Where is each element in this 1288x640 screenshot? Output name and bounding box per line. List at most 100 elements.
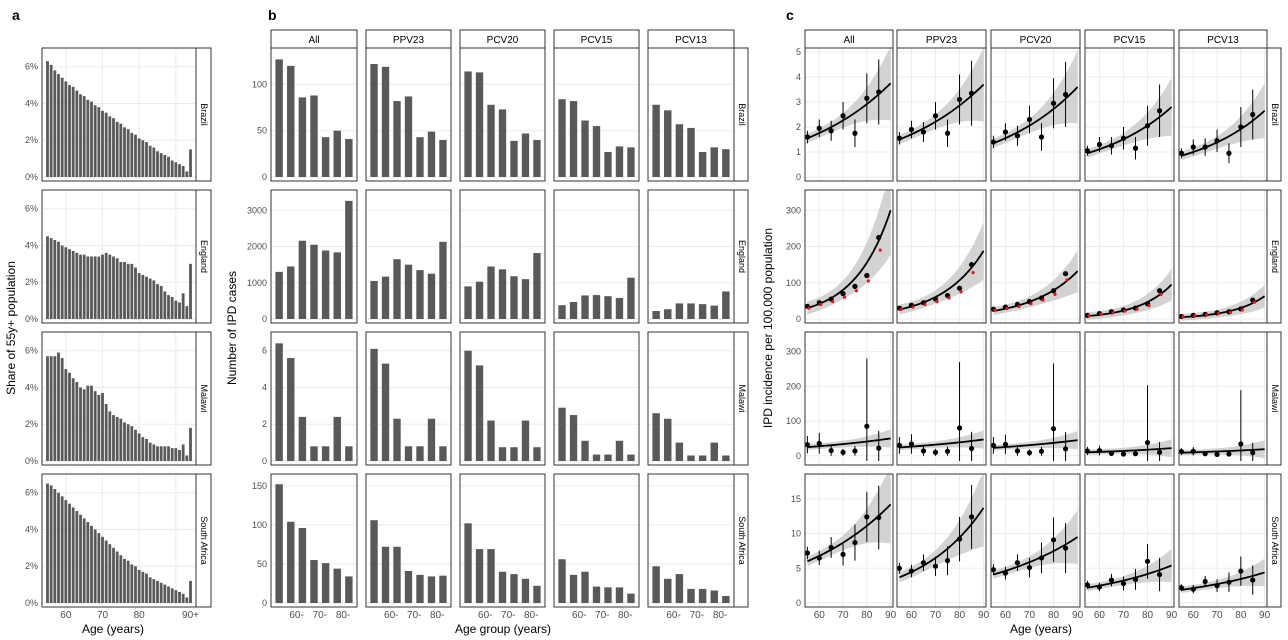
- x-tick-label: 60: [1000, 610, 1012, 621]
- data-point: [1156, 288, 1163, 294]
- data-point: [1226, 451, 1232, 457]
- bar: [79, 387, 82, 461]
- strip: [733, 331, 749, 466]
- data-point: [1120, 135, 1127, 141]
- data-point: [1062, 91, 1069, 98]
- bar: [93, 105, 97, 177]
- data-point: [956, 536, 963, 542]
- bar: [652, 566, 660, 603]
- data-point: [1002, 441, 1009, 447]
- bar: [722, 149, 730, 177]
- bar: [137, 138, 141, 177]
- bar: [148, 145, 152, 177]
- bar: [79, 94, 82, 177]
- bar: [178, 164, 181, 177]
- adjusted-point: [1065, 278, 1069, 282]
- bar: [141, 274, 145, 319]
- bar: [698, 304, 707, 319]
- bar: [664, 110, 672, 177]
- data-point: [852, 130, 858, 136]
- bar: [370, 64, 378, 177]
- bar: [604, 454, 612, 461]
- bar: [181, 444, 185, 461]
- bar: [75, 252, 79, 319]
- bar: [675, 124, 684, 177]
- plot-border: [896, 47, 987, 182]
- adjusted-point: [1181, 315, 1185, 319]
- bar: [181, 593, 185, 603]
- bar: [664, 418, 672, 461]
- bar: [82, 96, 86, 177]
- bar: [82, 389, 86, 461]
- panel-b-plots: All PPV23 PCV20 PCV15 PCV13050100Brazil01000…: [247, 29, 749, 621]
- adjusted-point: [1053, 292, 1057, 296]
- fit-line: [899, 438, 984, 449]
- panel-label-a: a: [12, 7, 20, 23]
- bar: [722, 455, 730, 461]
- data-point: [908, 568, 915, 574]
- bar: [145, 276, 148, 319]
- adjusted-point: [971, 271, 975, 275]
- bar: [123, 127, 126, 177]
- data-point: [1144, 123, 1151, 129]
- data-point: [1214, 451, 1220, 458]
- data-point: [804, 134, 810, 140]
- bar: [134, 429, 137, 461]
- y-tick-label: 6%: [25, 346, 38, 356]
- plot-border: [365, 47, 452, 182]
- bar: [615, 297, 624, 319]
- bar: [310, 95, 318, 177]
- bar: [475, 281, 484, 319]
- panel-a-xlabel: Age (years): [82, 622, 144, 636]
- data-point: [1178, 585, 1184, 591]
- bar: [615, 146, 624, 177]
- bar: [68, 85, 71, 177]
- x-tick-label: 70: [1024, 610, 1036, 621]
- panel-label-c: c: [786, 7, 794, 23]
- y-tick-label: 4%: [25, 382, 38, 392]
- data-point: [840, 449, 846, 455]
- data-point: [876, 234, 882, 241]
- bar: [108, 254, 112, 319]
- bar: [174, 448, 178, 461]
- bar: [345, 446, 353, 461]
- adjusted-point: [1123, 309, 1127, 313]
- y-tick-label: 4%: [25, 98, 38, 108]
- bar: [710, 442, 718, 461]
- data-point: [1062, 545, 1069, 551]
- data-point: [1062, 271, 1069, 277]
- bar: [652, 104, 660, 177]
- bar: [60, 77, 64, 177]
- data-point: [1038, 555, 1045, 561]
- y-tick-label: 2000: [247, 242, 267, 252]
- bar: [439, 241, 447, 319]
- bar: [60, 358, 64, 461]
- bar: [698, 455, 707, 461]
- bar: [104, 252, 108, 319]
- bar: [710, 305, 718, 319]
- bar: [298, 416, 307, 461]
- bar: [64, 81, 68, 177]
- bar: [427, 131, 436, 177]
- bar: [108, 411, 112, 461]
- data-point: [956, 425, 963, 431]
- data-point: [968, 262, 975, 268]
- bar: [381, 276, 390, 319]
- y-tick-label: 300: [786, 205, 801, 215]
- data-point: [956, 285, 963, 291]
- strip: [733, 189, 749, 324]
- plot-border: [459, 473, 546, 608]
- strip-label-pcv20: PCV20: [487, 35, 519, 46]
- bar: [533, 139, 541, 177]
- fit-line: [807, 82, 892, 140]
- panel-c-ylabel: IPD incidence per 100,000 population: [761, 228, 775, 428]
- data-point: [816, 125, 822, 131]
- data-point: [932, 113, 939, 119]
- bar: [698, 152, 707, 177]
- confidence-ribbon: [1181, 558, 1265, 593]
- data-point: [816, 555, 822, 561]
- plot-border: [459, 47, 546, 182]
- bar: [141, 437, 145, 461]
- data-point: [1026, 450, 1033, 456]
- bar: [475, 72, 484, 177]
